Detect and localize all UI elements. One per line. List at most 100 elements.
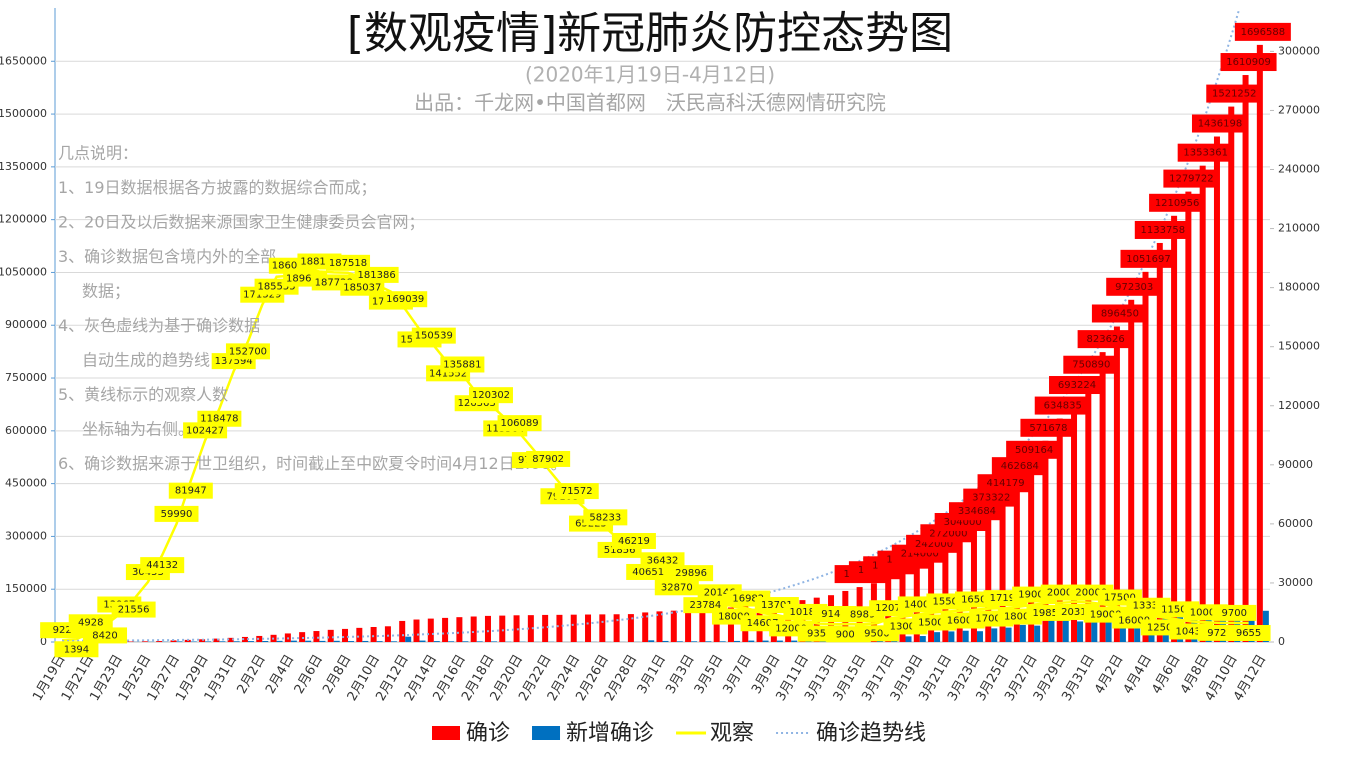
bar <box>985 510 992 642</box>
data-label-text: 181386 <box>358 270 396 281</box>
bar <box>376 641 383 642</box>
y2-tick-label: 300000 <box>1278 44 1320 57</box>
bar <box>448 641 455 642</box>
data-label-text: 1133758 <box>1141 225 1186 236</box>
data-label-text: 9000 <box>836 629 861 640</box>
data-label: 81947 <box>168 482 213 499</box>
data-label: 21556 <box>111 601 156 618</box>
data-label-text: 18000 <box>1004 612 1036 623</box>
bar <box>905 636 912 642</box>
bar <box>991 628 998 642</box>
bar <box>1134 615 1141 642</box>
data-label-text: 46219 <box>618 536 650 547</box>
data-label: 896450 <box>1091 304 1148 323</box>
y-tick-label: 1500000 <box>0 107 47 120</box>
data-label-text: 12077 <box>875 603 907 614</box>
note-line: 坐标轴为右侧。 <box>82 420 194 439</box>
data-label-text: 102427 <box>186 425 224 436</box>
data-label-text: 71572 <box>561 486 593 497</box>
data-label-text: 12500 <box>1147 622 1179 633</box>
bar <box>290 640 297 642</box>
data-label: 120302 <box>468 387 513 404</box>
data-label-text: 171329 <box>243 290 281 301</box>
data-label: 32870 <box>654 579 699 596</box>
data-label: 150539 <box>411 327 456 344</box>
bar <box>1099 352 1106 642</box>
labels: 几点说明： 1、19日数据根据各方披露的数据综合而成； 2、20日及以后数据来源国家… <box>0 22 1320 704</box>
note-line: 5、黄线标示的观察人数 <box>58 385 228 404</box>
data-label-box <box>1091 304 1148 323</box>
data-label-text: 20000 <box>1075 588 1107 599</box>
bar <box>1028 462 1035 642</box>
bar <box>256 635 263 642</box>
bar <box>727 607 734 642</box>
bar <box>141 641 148 642</box>
trend-line <box>62 10 1240 642</box>
bar <box>1119 616 1126 642</box>
data-label: 373322 <box>963 488 1020 507</box>
bar <box>399 620 406 642</box>
y2-tick-label: 30000 <box>1278 576 1313 589</box>
data-label-text: 972303 <box>1115 282 1153 293</box>
data-label: 334684 <box>948 502 1005 521</box>
bar <box>205 641 212 642</box>
data-label-text: 150539 <box>415 331 453 342</box>
data-label-box <box>963 488 1020 507</box>
bar <box>199 639 206 642</box>
legend-swatch <box>432 726 460 740</box>
data-label-text: 9655 <box>1236 628 1261 639</box>
y-tick-label: 600000 <box>5 424 47 437</box>
bar <box>705 641 712 642</box>
data-label-text: 1436198 <box>1198 119 1243 130</box>
data-label-box <box>1020 418 1077 437</box>
data-label-text: 1279722 <box>1169 174 1214 185</box>
bar <box>648 640 655 642</box>
data-label-text: 13701 <box>761 600 793 611</box>
data-label-text: 19000 <box>1018 590 1050 601</box>
bar <box>247 641 254 642</box>
data-label: 187518 <box>326 254 371 271</box>
data-label: 59990 <box>154 505 199 522</box>
data-label-text: 152700 <box>229 346 267 357</box>
data-label-box <box>54 641 99 658</box>
bar <box>227 637 234 642</box>
bar <box>319 640 326 642</box>
data-label-text: 509164 <box>1015 445 1053 456</box>
data-label-text: 58233 <box>589 512 621 523</box>
data-label-text: 9351 <box>807 629 832 640</box>
data-label-text: 120302 <box>472 390 510 401</box>
bar <box>313 631 320 642</box>
bar <box>599 614 606 642</box>
bar <box>1077 621 1084 642</box>
bar <box>642 612 649 642</box>
data-label-text: 19000 <box>1090 610 1122 621</box>
data-label-text: 8420 <box>92 630 117 641</box>
data-label: 9655 <box>1226 624 1271 641</box>
data-label: 750890 <box>1063 355 1120 374</box>
bar <box>419 640 426 642</box>
data-label-box <box>1063 355 1120 374</box>
y-tick-label: 1350000 <box>0 160 47 173</box>
data-label-text: 20146 <box>704 587 736 598</box>
data-label-text: 373322 <box>972 493 1010 504</box>
bar <box>570 614 577 642</box>
data-label-box <box>411 327 456 344</box>
y2-tick-label: 240000 <box>1278 163 1320 176</box>
y-tick-label: 1650000 <box>0 54 47 67</box>
data-label-box <box>83 627 128 644</box>
bar <box>719 641 726 642</box>
data-label-text: 13000 <box>890 621 922 632</box>
note-line: 自动生成的趋势线； <box>82 351 226 370</box>
data-label-text: 1610909 <box>1226 57 1271 68</box>
data-label-box <box>1163 169 1220 188</box>
data-label-text: 185555 <box>257 282 295 293</box>
bar <box>213 638 220 642</box>
data-label-text: 87902 <box>532 454 564 465</box>
bar <box>342 628 349 642</box>
data-label-text: 18000 <box>718 612 750 623</box>
data-label-box <box>611 533 656 550</box>
data-label: 36432 <box>640 552 685 569</box>
marks <box>56 10 1269 643</box>
note-line: 1、19日数据根据各方披露的数据综合而成； <box>58 178 377 197</box>
data-label: 1353361 <box>1177 143 1234 162</box>
